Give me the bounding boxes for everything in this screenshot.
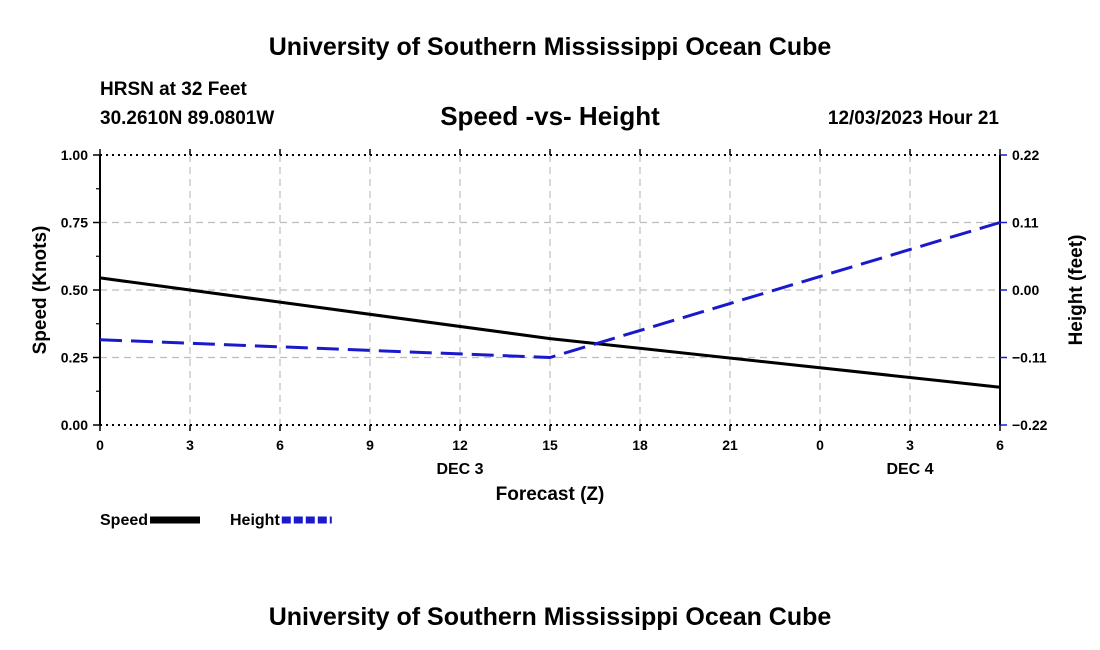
x-date-label: DEC 3 (436, 461, 483, 478)
y2-tick-label: −0.22 (1012, 417, 1048, 433)
x-tick-label: 3 (906, 437, 914, 453)
y2-tick-label: 0.11 (1012, 215, 1039, 231)
y2-axis-label: Height (feet) (1066, 235, 1087, 346)
legend-label-speed: Speed (100, 512, 148, 529)
y-tick-label: 0.75 (61, 215, 88, 231)
plot-title: Speed -vs- Height (440, 101, 660, 131)
series-line-speed (99, 276, 1001, 389)
x-tick-label: 18 (632, 437, 648, 453)
x-tick-label: 9 (366, 437, 374, 453)
x-date-label: DEC 4 (886, 461, 933, 478)
plot-area: 0.00 0.25 0.50 0.75 1.00 −0.22 −0.11 0.00 0.11 0.… (61, 147, 1048, 478)
y2-tick-label: 0.00 (1012, 282, 1039, 298)
y2-tick-label: −0.11 (1012, 350, 1047, 366)
y-tick-label: 0.25 (61, 350, 88, 366)
x-axis-label: Forecast (Z) (496, 484, 605, 505)
x-tick-label: 0 (96, 437, 104, 453)
legend-label-height: Height (230, 512, 280, 529)
y-tick-label: 0.50 (61, 282, 88, 298)
x-tick-label: 6 (996, 437, 1004, 453)
x-tick-label: 6 (276, 437, 284, 453)
x-tick-label: 0 (816, 437, 824, 453)
station-label: HRSN at 32 Feet (100, 79, 247, 100)
y-tick-label: 1.00 (61, 147, 88, 163)
station-coords: 30.2610N 89.0801W (100, 108, 274, 129)
x-tick-label: 3 (186, 437, 194, 453)
footer-title: University of Southern Mississippi Ocean… (269, 603, 832, 631)
x-tick-label: 12 (452, 437, 468, 453)
y-tick-label: 0.00 (61, 417, 88, 433)
y2-tick-label: 0.22 (1012, 147, 1039, 163)
series-line-height (99, 221, 1001, 359)
page-title: University of Southern Mississippi Ocean… (269, 33, 832, 61)
x-tick-label: 15 (542, 437, 558, 453)
y-axis-label: Speed (Knots) (30, 226, 51, 355)
legend: Speed Height (100, 512, 332, 529)
x-tick-label: 21 (722, 437, 738, 453)
forecast-timestamp: 12/03/2023 Hour 21 (828, 108, 1000, 129)
